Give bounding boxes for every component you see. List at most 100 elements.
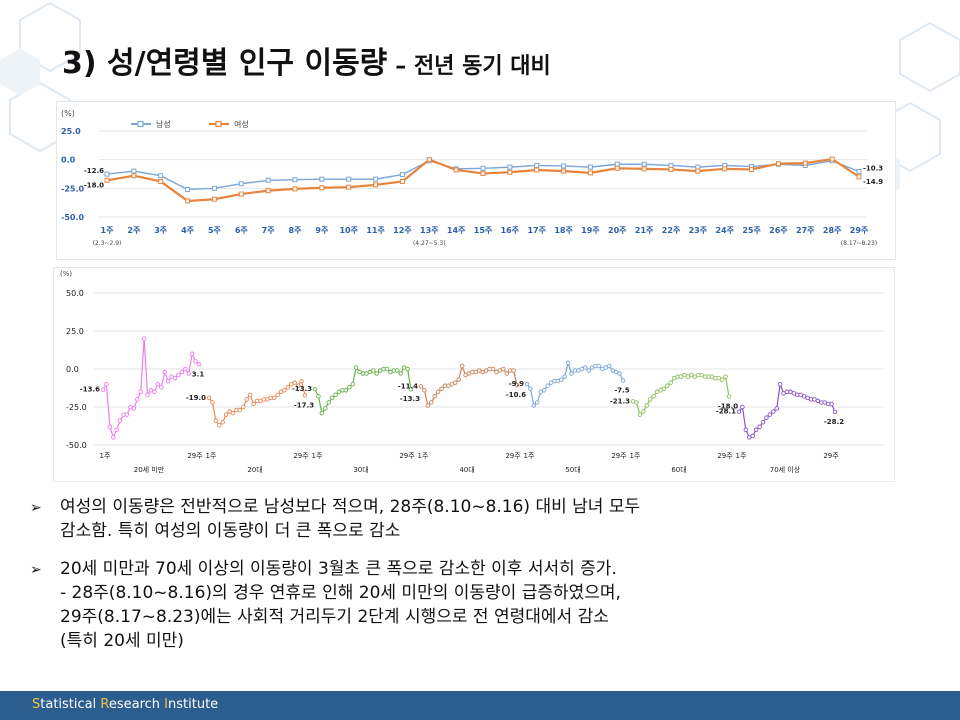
x-tick-label: 14주 <box>447 226 466 235</box>
x-period-note: (4.27~5.3) <box>413 240 446 247</box>
data-point <box>159 384 164 390</box>
data-label: -14.9 <box>863 178 883 186</box>
data-point <box>384 366 390 372</box>
age-group-line-chart: (%)50.025.00.0-25.0-50.0-13.63.11주 29주20세… <box>60 270 884 474</box>
data-point <box>145 392 150 398</box>
data-point <box>329 395 335 401</box>
footer-part: I <box>164 697 169 712</box>
data-point <box>641 166 647 172</box>
data-point <box>206 395 212 401</box>
x-tick-label: 26주 <box>769 226 788 235</box>
data-point <box>271 395 277 401</box>
x-tick-label: 2주 <box>127 226 141 235</box>
x-tick-label: 9주 <box>315 226 329 235</box>
data-point <box>141 336 147 341</box>
data-point <box>651 394 656 399</box>
data-point <box>251 401 256 407</box>
data-point <box>586 368 591 373</box>
group-label: 70세 이상 <box>770 465 801 474</box>
data-point <box>189 351 195 357</box>
data-point <box>193 359 198 364</box>
data-point <box>213 418 219 423</box>
data-point <box>596 363 602 369</box>
data-point <box>104 177 110 183</box>
legend-label: 남성 <box>156 120 171 129</box>
data-point <box>829 401 834 407</box>
data-point <box>275 392 280 398</box>
data-label: -28.2 <box>824 418 844 426</box>
data-point <box>439 386 444 392</box>
data-point <box>753 427 759 433</box>
footer-part: S <box>32 697 41 712</box>
data-point <box>135 397 140 402</box>
x-tick-label: 1주 <box>101 226 115 235</box>
data-point <box>432 394 437 399</box>
data-label: -28.1 <box>716 408 736 416</box>
data-point <box>373 176 379 182</box>
data-point <box>668 380 673 385</box>
data-point <box>480 170 486 176</box>
x-tick-label: 11주 <box>366 226 385 235</box>
x-tick-label: 1주 <box>418 452 429 460</box>
x-tick-label: 27주 <box>796 226 815 235</box>
data-point <box>760 419 766 425</box>
x-tick-label: 29주 <box>717 452 733 460</box>
data-point <box>220 419 225 425</box>
data-point <box>319 176 325 182</box>
x-tick-label: 1주 <box>100 452 111 460</box>
data-label: -9.9 <box>509 380 524 388</box>
group-line <box>632 374 730 416</box>
data-label: -7.5 <box>614 386 629 394</box>
x-tick-label: 8주 <box>289 226 303 235</box>
data-point <box>312 386 318 392</box>
data-point <box>459 363 465 369</box>
data-point <box>158 178 164 184</box>
data-point <box>524 381 530 387</box>
x-tick-label: 23주 <box>689 226 708 235</box>
data-point <box>292 177 298 183</box>
data-point <box>668 162 674 168</box>
data-point <box>319 185 325 191</box>
x-tick-label: 29주 <box>187 452 203 460</box>
footer-institute-name: Statistical Research Institute <box>32 697 218 712</box>
data-point <box>398 371 403 376</box>
y-tick-label: 0.0 <box>61 156 76 165</box>
data-point <box>223 412 229 417</box>
bullet-arrow-icon: ➢ <box>30 562 42 578</box>
data-point <box>211 185 217 191</box>
data-point <box>569 371 574 376</box>
data-point <box>172 375 178 381</box>
x-tick-label: 24주 <box>715 226 734 235</box>
data-point <box>282 388 287 393</box>
legend-marker <box>215 120 222 128</box>
bullet-arrow-icon: ➢ <box>30 500 42 516</box>
x-tick-label: 10주 <box>339 226 358 235</box>
data-point <box>665 383 670 388</box>
group-label: 30대 <box>353 466 368 474</box>
data-point <box>347 384 352 390</box>
data-point <box>641 409 646 414</box>
data-point <box>425 403 431 408</box>
data-point <box>777 381 783 387</box>
y-tick-label: 0.0 <box>66 365 79 374</box>
x-tick-label: 13주 <box>420 226 439 235</box>
data-point <box>535 400 540 405</box>
bullet-list: ➢ 여성의 이동량은 전반적으로 남성보다 적으며, 28주(8.10~8.16… <box>30 495 930 667</box>
y-tick-label: 50.0 <box>66 289 84 298</box>
data-point <box>614 165 620 171</box>
group-line <box>208 379 306 427</box>
group-label: 40대 <box>459 466 474 474</box>
data-point <box>210 400 215 405</box>
data-point <box>743 427 749 433</box>
data-point <box>285 384 291 390</box>
legend-label: 여성 <box>234 119 249 129</box>
x-tick-label: 6주 <box>235 226 249 235</box>
data-point <box>343 388 349 393</box>
data-point <box>561 168 567 174</box>
data-point <box>165 378 171 384</box>
data-point <box>504 371 509 376</box>
data-point <box>771 409 776 414</box>
data-label: -10.6 <box>506 391 526 399</box>
x-tick-label: 21주 <box>635 226 654 235</box>
data-point <box>247 392 253 398</box>
